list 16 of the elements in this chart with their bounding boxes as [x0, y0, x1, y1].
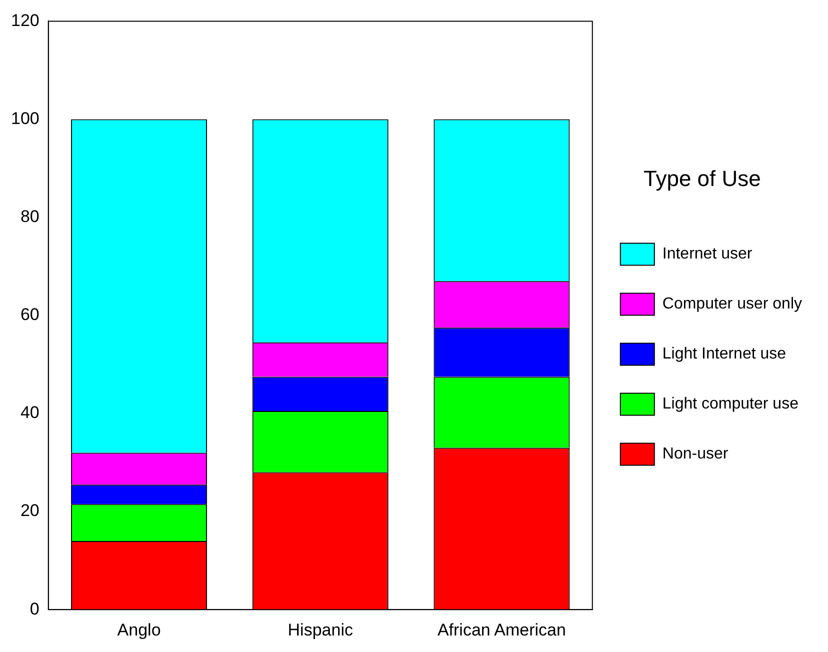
x-tick-label: Anglo	[117, 620, 161, 640]
legend-label: Light computer use	[662, 396, 799, 413]
y-tick-label: 0	[30, 599, 40, 618]
legend-label: Computer user only	[662, 296, 802, 313]
x-tick-label: African American	[437, 620, 566, 640]
legend-label: Internet user	[662, 246, 753, 263]
y-tick-label: 40	[20, 403, 40, 422]
y-tick-label: 20	[20, 501, 40, 520]
y-tick-label: 100	[10, 108, 40, 128]
legend-title: Type of Use	[643, 166, 761, 191]
y-tick-label: 80	[20, 207, 40, 226]
y-tick-label: 120	[10, 10, 40, 30]
legend-label: Non-user	[662, 446, 729, 463]
y-tick-label: 60	[20, 305, 40, 324]
legend-label: Light Internet use	[662, 346, 786, 363]
x-tick-label: Hispanic	[288, 620, 354, 640]
